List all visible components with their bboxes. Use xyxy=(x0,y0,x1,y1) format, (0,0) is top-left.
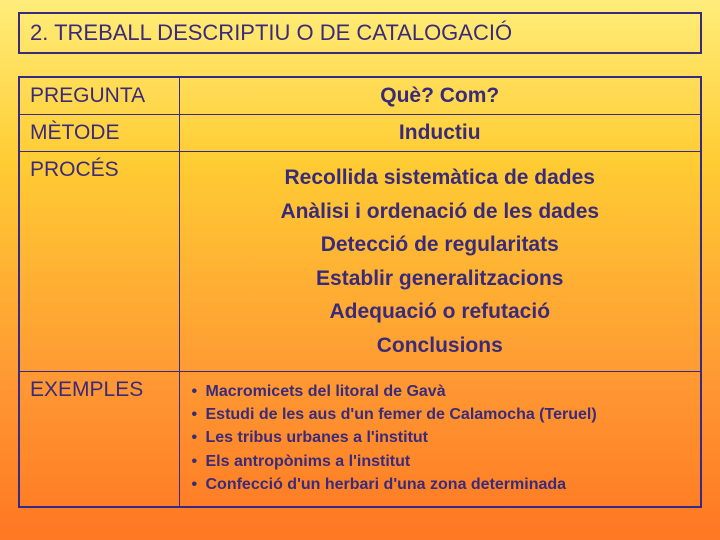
slide-title: 2. TREBALL DESCRIPTIU O DE CATALOGACIÓ xyxy=(18,12,702,54)
label-exemples: EXEMPLES xyxy=(19,372,179,507)
exemples-item: Els antropònims a l'institut xyxy=(192,450,689,473)
proces-item: Recollida sistemàtica de dades xyxy=(190,162,691,194)
row-pregunta: PREGUNTA Què? Com? xyxy=(19,77,701,115)
label-pregunta: PREGUNTA xyxy=(19,77,179,115)
value-metode: Inductiu xyxy=(179,115,701,152)
proces-item: Adequació o refutació xyxy=(190,296,691,328)
exemples-item: Macromicets del litoral de Gavà xyxy=(192,380,689,403)
proces-item: Establir generalitzacions xyxy=(190,263,691,295)
content-table: PREGUNTA Què? Com? MÈTODE Inductiu PROCÉ… xyxy=(18,76,702,508)
proces-item: Detecció de regularitats xyxy=(190,229,691,261)
exemples-item: Estudi de les aus d'un femer de Calamoch… xyxy=(192,403,689,426)
proces-item: Conclusions xyxy=(190,330,691,362)
exemples-list: Macromicets del litoral de Gavà Estudi d… xyxy=(192,380,689,496)
exemples-item: Confecció d'un herbari d'una zona determ… xyxy=(192,473,689,496)
row-proces: PROCÉS Recollida sistemàtica de dades An… xyxy=(19,152,701,372)
value-proces: Recollida sistemàtica de dades Anàlisi i… xyxy=(179,152,701,372)
row-metode: MÈTODE Inductiu xyxy=(19,115,701,152)
value-pregunta: Què? Com? xyxy=(179,77,701,115)
proces-item: Anàlisi i ordenació de les dades xyxy=(190,196,691,228)
value-exemples: Macromicets del litoral de Gavà Estudi d… xyxy=(179,372,701,507)
exemples-item: Les tribus urbanes a l'institut xyxy=(192,426,689,449)
label-proces: PROCÉS xyxy=(19,152,179,372)
label-metode: MÈTODE xyxy=(19,115,179,152)
row-exemples: EXEMPLES Macromicets del litoral de Gavà… xyxy=(19,372,701,507)
